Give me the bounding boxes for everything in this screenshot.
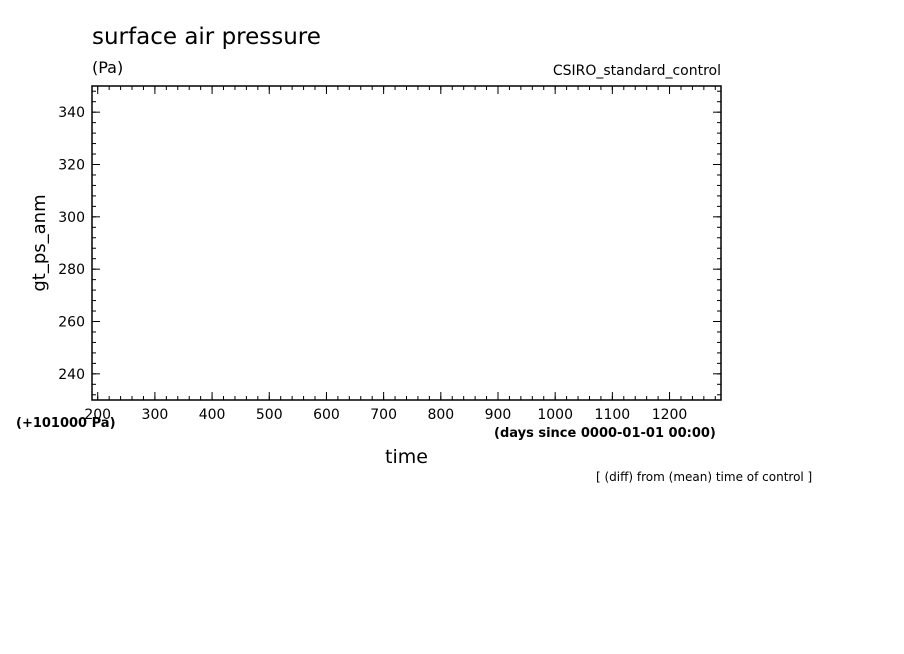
x-tick-label: 1200 — [652, 407, 688, 423]
chart-title: surface air pressure — [92, 24, 321, 50]
tick-labels: 200 300 400 500 600 700 800 900 1000 1100 1200 240 2… — [58, 105, 687, 423]
chart-units: (Pa) — [92, 58, 124, 77]
y-tick-label: 300 — [58, 210, 85, 226]
x-tick-label: 300 — [142, 407, 169, 423]
x-tick-label: 900 — [485, 407, 512, 423]
diff-note: [ (diff) from (mean) time of control ] — [596, 470, 813, 484]
y-tick-label: 280 — [58, 262, 85, 278]
x-tick-label: 600 — [313, 407, 340, 423]
y-tick-label: 260 — [58, 315, 85, 331]
y-tick-label: 240 — [58, 367, 85, 383]
y-tick-label: 320 — [58, 158, 85, 174]
x-tick-label: 700 — [370, 407, 397, 423]
x-tick-label: 1100 — [595, 407, 631, 423]
x-tick-label: 1000 — [537, 407, 573, 423]
plot-frame — [91, 85, 722, 401]
x-axis-label: time — [385, 446, 428, 468]
y-offset-label: (+101000 Pa) — [16, 416, 116, 431]
x-tick-label: 800 — [427, 407, 454, 423]
x-tick-label: 400 — [199, 407, 226, 423]
x-axis-units: (days since 0000-01-01 00:00) — [494, 426, 716, 441]
y-tick-label: 340 — [58, 105, 85, 121]
x-tick-label: 500 — [256, 407, 283, 423]
axis-ticks — [92, 86, 721, 400]
x-tick-label: 200 — [84, 407, 111, 423]
run-label: CSIRO_standard_control — [552, 63, 721, 79]
